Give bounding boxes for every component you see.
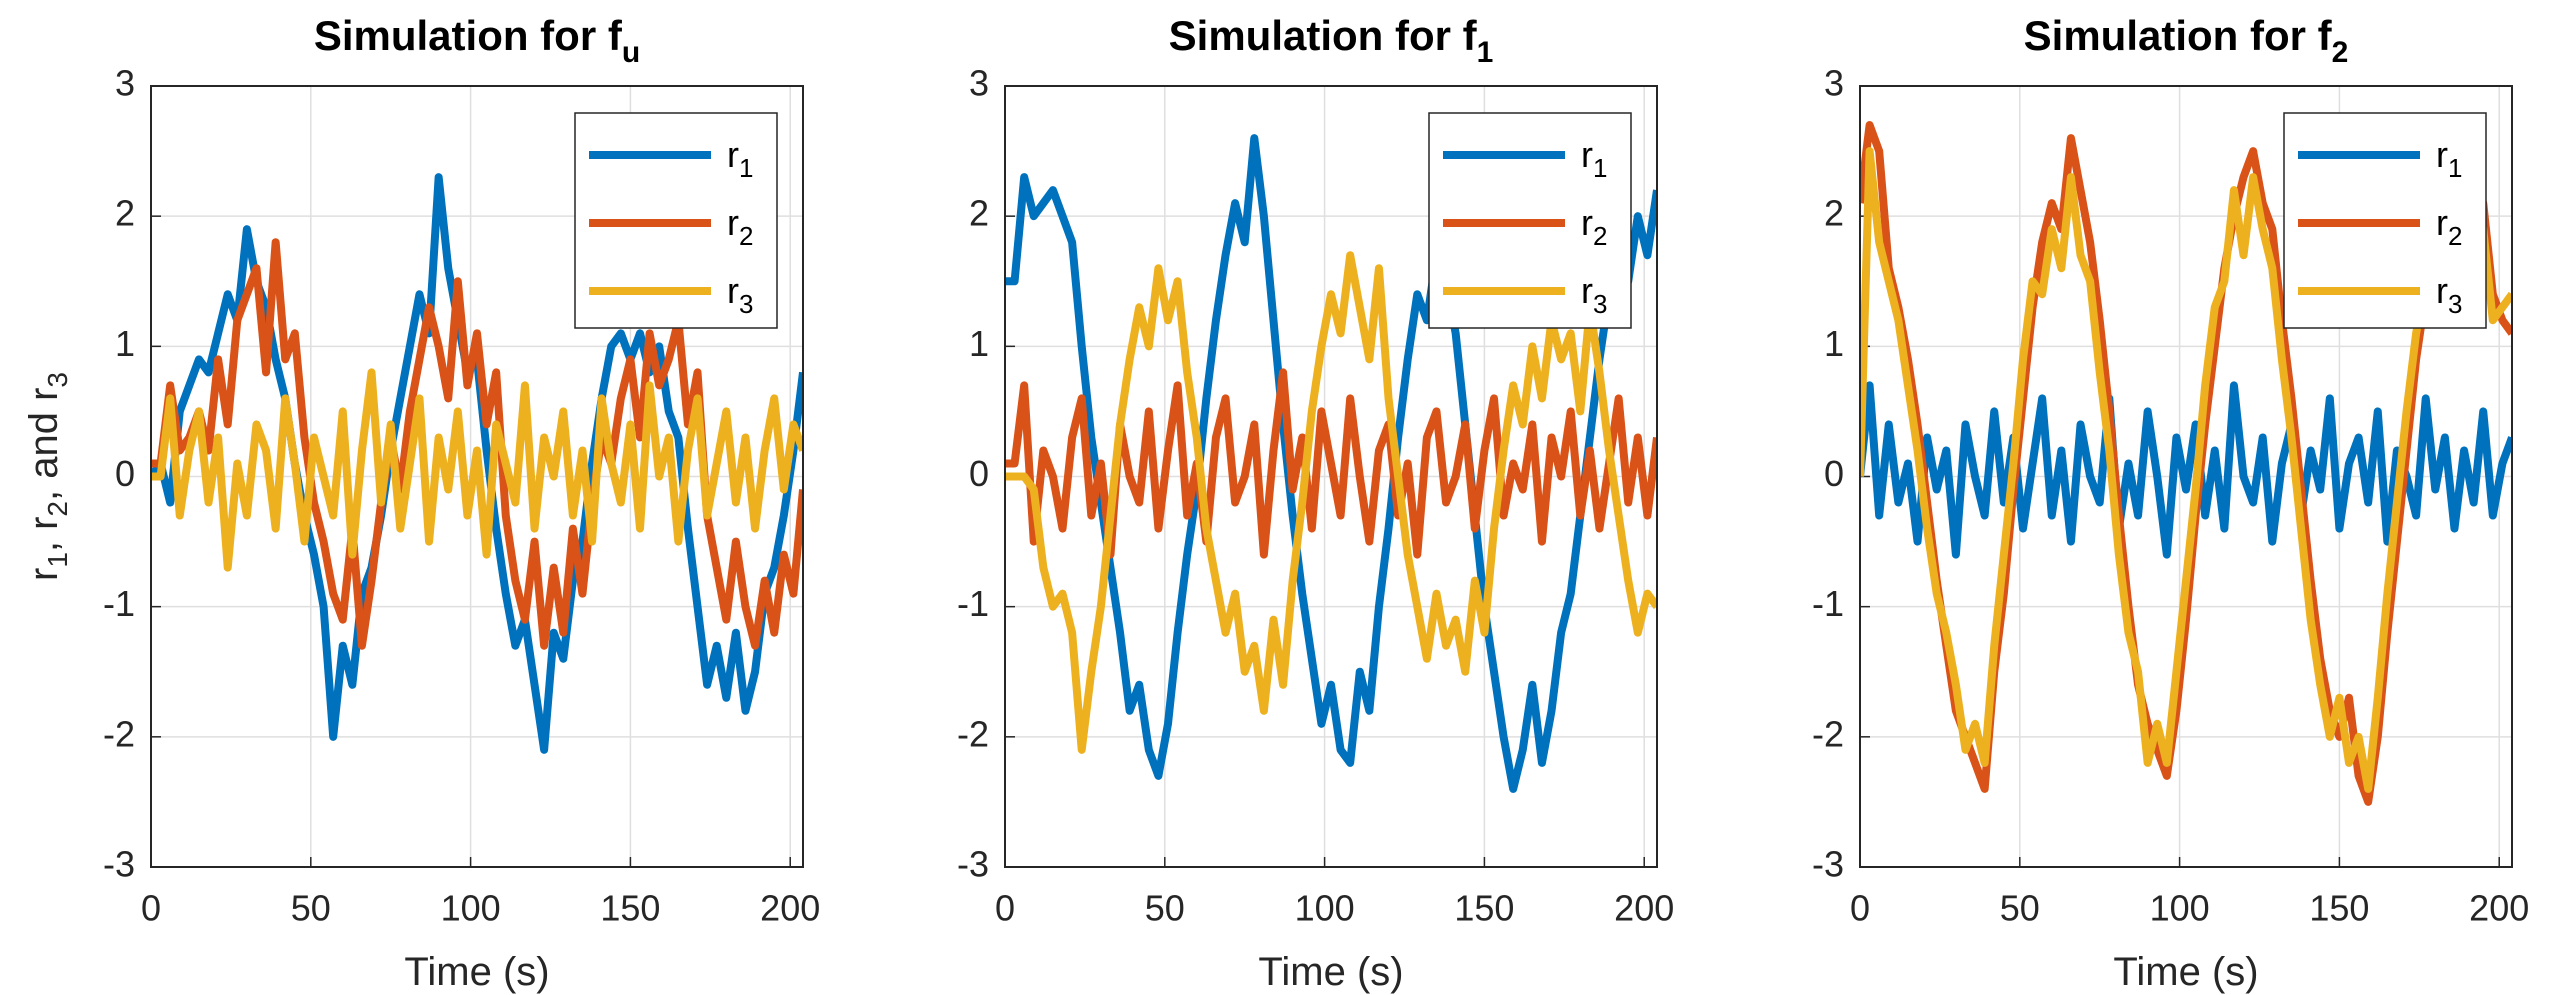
- x-tick-label: 50: [1145, 888, 1185, 929]
- legend-label: r3: [2436, 270, 2462, 319]
- y-label-text: , r: [22, 517, 66, 553]
- legend-name: r: [727, 270, 739, 311]
- y-label-text: r: [22, 568, 66, 581]
- title-subscript: u: [622, 36, 640, 69]
- x-tick-label: 200: [760, 888, 820, 929]
- legend-label: r1: [1581, 134, 1607, 183]
- y-axis-label: r1, r2, and r3: [22, 372, 73, 581]
- chart-title: Simulation for f1: [1169, 12, 1494, 69]
- legend-label: r1: [727, 134, 753, 183]
- chart-title: Simulation for f2: [2024, 12, 2349, 69]
- y-tick-label: 2: [115, 193, 135, 234]
- x-tick-label: 100: [1295, 888, 1355, 929]
- y-tick-label: 2: [969, 193, 989, 234]
- title-text: Simulation for f: [314, 12, 623, 59]
- series-line: [151, 238, 803, 650]
- legend-name: r: [727, 134, 739, 175]
- y-tick-label: 0: [115, 453, 135, 494]
- y-tick-label: 3: [969, 63, 989, 104]
- y-tick-label: -3: [1812, 844, 1844, 885]
- y-label-text: , and r: [22, 388, 66, 501]
- legend-label: r2: [1581, 202, 1607, 251]
- x-tick-label: 50: [291, 888, 331, 929]
- legend-name: r: [2436, 202, 2448, 243]
- y-tick-label: -1: [957, 583, 989, 624]
- x-tick-label: 0: [1850, 888, 1870, 929]
- y-tick-label: 1: [1824, 323, 1844, 364]
- title-subscript: 2: [2332, 36, 2349, 69]
- x-tick-label: 0: [995, 888, 1015, 929]
- y-tick-label: -3: [103, 844, 135, 885]
- chart-title: Simulation for fu: [314, 12, 640, 69]
- legend-name: r: [727, 202, 739, 243]
- legend-subscript: 3: [1593, 289, 1607, 319]
- y-label-subscript: 3: [42, 372, 73, 388]
- y-tick-label: 3: [115, 63, 135, 104]
- legend-name: r: [1581, 270, 1593, 311]
- y-tick-label: -2: [103, 713, 135, 754]
- series-line: [151, 368, 803, 572]
- y-tick-label: -2: [1812, 713, 1844, 754]
- x-tick-label: 150: [1454, 888, 1514, 929]
- y-tick-label: 0: [969, 453, 989, 494]
- series-line: [1005, 134, 1657, 793]
- x-tick-label: 100: [441, 888, 501, 929]
- legend-name: r: [1581, 202, 1593, 243]
- legend-name: r: [1581, 134, 1593, 175]
- subplot: -3 -2 -1 0 1 2 3 0 50 100 150 200 Simulation for fu T…: [22, 12, 820, 994]
- x-tick-label: 200: [1614, 888, 1674, 929]
- legend-label: r1: [2436, 134, 2462, 183]
- legend-subscript: 1: [739, 153, 753, 183]
- axes-box: [150, 85, 804, 868]
- x-tick-label: 150: [2309, 888, 2369, 929]
- axes-box: [1004, 85, 1658, 868]
- legend-subscript: 2: [739, 221, 753, 251]
- axes-box: [1859, 85, 2513, 868]
- legend-label: r2: [727, 202, 753, 251]
- y-tick-label: 1: [969, 323, 989, 364]
- y-label-subscript: 2: [42, 501, 73, 517]
- legend-subscript: 3: [739, 289, 753, 319]
- x-axis-label: Time (s): [1258, 950, 1403, 994]
- x-axis-label: Time (s): [2113, 950, 2258, 994]
- y-tick-label: 2: [1824, 193, 1844, 234]
- legend-subscript: 1: [1593, 153, 1607, 183]
- title-text: Simulation for f: [2024, 12, 2333, 59]
- y-tick-label: 3: [1824, 63, 1844, 104]
- y-tick-label: -3: [957, 844, 989, 885]
- legend-subscript: 2: [2448, 221, 2462, 251]
- title-subscript: 1: [1477, 36, 1494, 69]
- title-text: Simulation for f: [1169, 12, 1478, 59]
- x-tick-label: 150: [600, 888, 660, 929]
- legend-subscript: 1: [2448, 153, 2462, 183]
- y-tick-label: 1: [115, 323, 135, 364]
- x-tick-label: 0: [141, 888, 161, 929]
- series-line: [1005, 251, 1657, 754]
- series-line: [1860, 147, 2512, 793]
- y-tick-label: -1: [1812, 583, 1844, 624]
- y-tick-label: -2: [957, 713, 989, 754]
- x-tick-label: 100: [2150, 888, 2210, 929]
- legend-name: r: [2436, 134, 2448, 175]
- legend-name: r: [2436, 270, 2448, 311]
- y-tick-label: 0: [1824, 453, 1844, 494]
- legend-label: r3: [727, 270, 753, 319]
- y-label-subscript: 1: [42, 552, 73, 568]
- legend-label: r3: [1581, 270, 1607, 319]
- y-tick-label: -1: [103, 583, 135, 624]
- x-axis-label: Time (s): [404, 950, 549, 994]
- legend-subscript: 3: [2448, 289, 2462, 319]
- x-tick-label: 50: [2000, 888, 2040, 929]
- legend-subscript: 2: [1593, 221, 1607, 251]
- x-tick-label: 200: [2469, 888, 2529, 929]
- legend-label: r2: [2436, 202, 2462, 251]
